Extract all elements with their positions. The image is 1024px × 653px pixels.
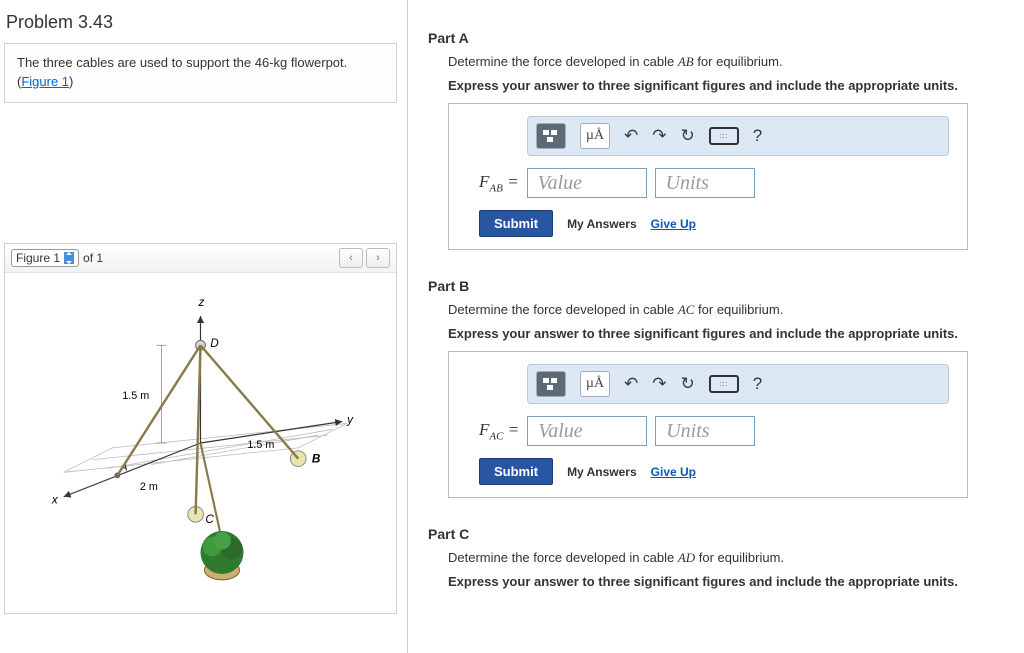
left-column: Problem 3.43 The three cables are used t… bbox=[0, 0, 408, 653]
part-b-cable: AC bbox=[678, 302, 695, 317]
part-a-input-row: FAB = Value Units bbox=[449, 164, 967, 210]
undo-icon[interactable]: ↶ bbox=[624, 374, 638, 394]
figure-prev-button[interactable]: ‹ bbox=[339, 248, 363, 268]
part-c-desc: Determine the force developed in cable A… bbox=[448, 550, 1024, 566]
part-b-toolbar: µÅ ↶ ↷ ↻ ::: ? bbox=[527, 364, 949, 404]
template-icon[interactable] bbox=[536, 371, 566, 397]
part-b-desc-post: for equilibrium. bbox=[694, 302, 783, 317]
problem-title: Problem 3.43 bbox=[0, 8, 401, 43]
right-column: Part A Determine the force developed in … bbox=[408, 0, 1024, 653]
redo-icon[interactable]: ↷ bbox=[652, 126, 666, 146]
part-b-units-input[interactable]: Units bbox=[655, 416, 755, 446]
part-a-submit-button[interactable]: Submit bbox=[479, 210, 553, 237]
dim-2m: 2 m bbox=[140, 481, 158, 493]
part-b-value-input[interactable]: Value bbox=[527, 416, 647, 446]
part-a-variable: FAB = bbox=[479, 172, 519, 194]
part-a-my-answers[interactable]: My Answers bbox=[567, 217, 637, 231]
part-c-cable: AD bbox=[678, 550, 695, 565]
part-a-give-up[interactable]: Give Up bbox=[651, 217, 696, 231]
part-b-my-answers[interactable]: My Answers bbox=[567, 465, 637, 479]
point-c-label: C bbox=[205, 513, 214, 526]
part-a-desc-post: for equilibrium. bbox=[694, 54, 783, 69]
figure-header: Figure 1 of 1 ‹ › bbox=[5, 244, 396, 273]
help-icon[interactable]: ? bbox=[753, 374, 762, 394]
figure-selector[interactable]: Figure 1 bbox=[11, 249, 79, 267]
part-a-instr: Express your answer to three significant… bbox=[448, 78, 1024, 93]
reset-icon[interactable]: ↻ bbox=[681, 374, 695, 394]
part-a-answer-panel: µÅ ↶ ↷ ↻ ::: ? FAB = Value Units Submit … bbox=[448, 103, 968, 250]
part-a-label: Part A bbox=[428, 30, 1024, 46]
dim-1-5-vert: 1.5 m bbox=[122, 390, 149, 402]
part-b-give-up[interactable]: Give Up bbox=[651, 465, 696, 479]
part-b-submit-button[interactable]: Submit bbox=[479, 458, 553, 485]
keyboard-icon[interactable]: ::: bbox=[709, 127, 739, 145]
units-mu-button[interactable]: µÅ bbox=[580, 371, 610, 397]
undo-icon[interactable]: ↶ bbox=[624, 126, 638, 146]
part-b-input-row: FAC = Value Units bbox=[449, 412, 967, 458]
redo-icon[interactable]: ↷ bbox=[652, 374, 666, 394]
figure-nav: ‹ › bbox=[339, 248, 390, 268]
part-c-desc-pre: Determine the force developed in cable bbox=[448, 550, 678, 565]
part-b-submit-row: Submit My Answers Give Up bbox=[449, 458, 967, 497]
part-a-submit-row: Submit My Answers Give Up bbox=[449, 210, 967, 249]
template-icon[interactable] bbox=[536, 123, 566, 149]
part-a-cable: AB bbox=[678, 54, 694, 69]
figure-of-text: of 1 bbox=[83, 251, 103, 265]
part-c-desc-post: for equilibrium. bbox=[695, 550, 784, 565]
part-c-instr: Express your answer to three significant… bbox=[448, 574, 1024, 589]
axis-x-label: x bbox=[51, 493, 59, 506]
dim-1-5-y: 1.5 m bbox=[247, 439, 274, 451]
figure-diagram: z y x D 1.5 m A bbox=[5, 273, 396, 613]
stepper-icon bbox=[64, 252, 74, 264]
figure-link[interactable]: Figure 1 bbox=[21, 74, 69, 89]
part-b-label: Part B bbox=[428, 278, 1024, 294]
reset-icon[interactable]: ↻ bbox=[681, 126, 695, 146]
keyboard-icon[interactable]: ::: bbox=[709, 375, 739, 393]
axis-z-label: z bbox=[198, 296, 205, 309]
part-a-toolbar: µÅ ↶ ↷ ↻ ::: ? bbox=[527, 116, 949, 156]
part-b-desc: Determine the force developed in cable A… bbox=[448, 302, 1024, 318]
figure-next-button[interactable]: › bbox=[366, 248, 390, 268]
figure-body: z y x D 1.5 m A bbox=[5, 273, 396, 613]
figure-selector-label: Figure 1 bbox=[16, 251, 60, 265]
part-b-desc-pre: Determine the force developed in cable bbox=[448, 302, 678, 317]
part-a-units-input[interactable]: Units bbox=[655, 168, 755, 198]
point-d-label: D bbox=[210, 337, 219, 350]
help-icon[interactable]: ? bbox=[753, 126, 762, 146]
part-a-value-input[interactable]: Value bbox=[527, 168, 647, 198]
part-b-instr: Express your answer to three significant… bbox=[448, 326, 1024, 341]
part-a-desc-pre: Determine the force developed in cable bbox=[448, 54, 678, 69]
part-c-label: Part C bbox=[428, 526, 1024, 542]
axis-y-label: y bbox=[346, 413, 354, 426]
part-b-answer-panel: µÅ ↶ ↷ ↻ ::: ? FAC = Value Units Submit … bbox=[448, 351, 968, 498]
units-mu-button[interactable]: µÅ bbox=[580, 123, 610, 149]
figure-panel: Figure 1 of 1 ‹ › bbox=[4, 243, 397, 614]
point-b-label: B bbox=[312, 452, 321, 465]
problem-intro: The three cables are used to support the… bbox=[4, 43, 397, 103]
part-b-variable: FAC = bbox=[479, 420, 519, 442]
part-a-desc: Determine the force developed in cable A… bbox=[448, 54, 1024, 70]
intro-text-post: ) bbox=[69, 74, 73, 89]
